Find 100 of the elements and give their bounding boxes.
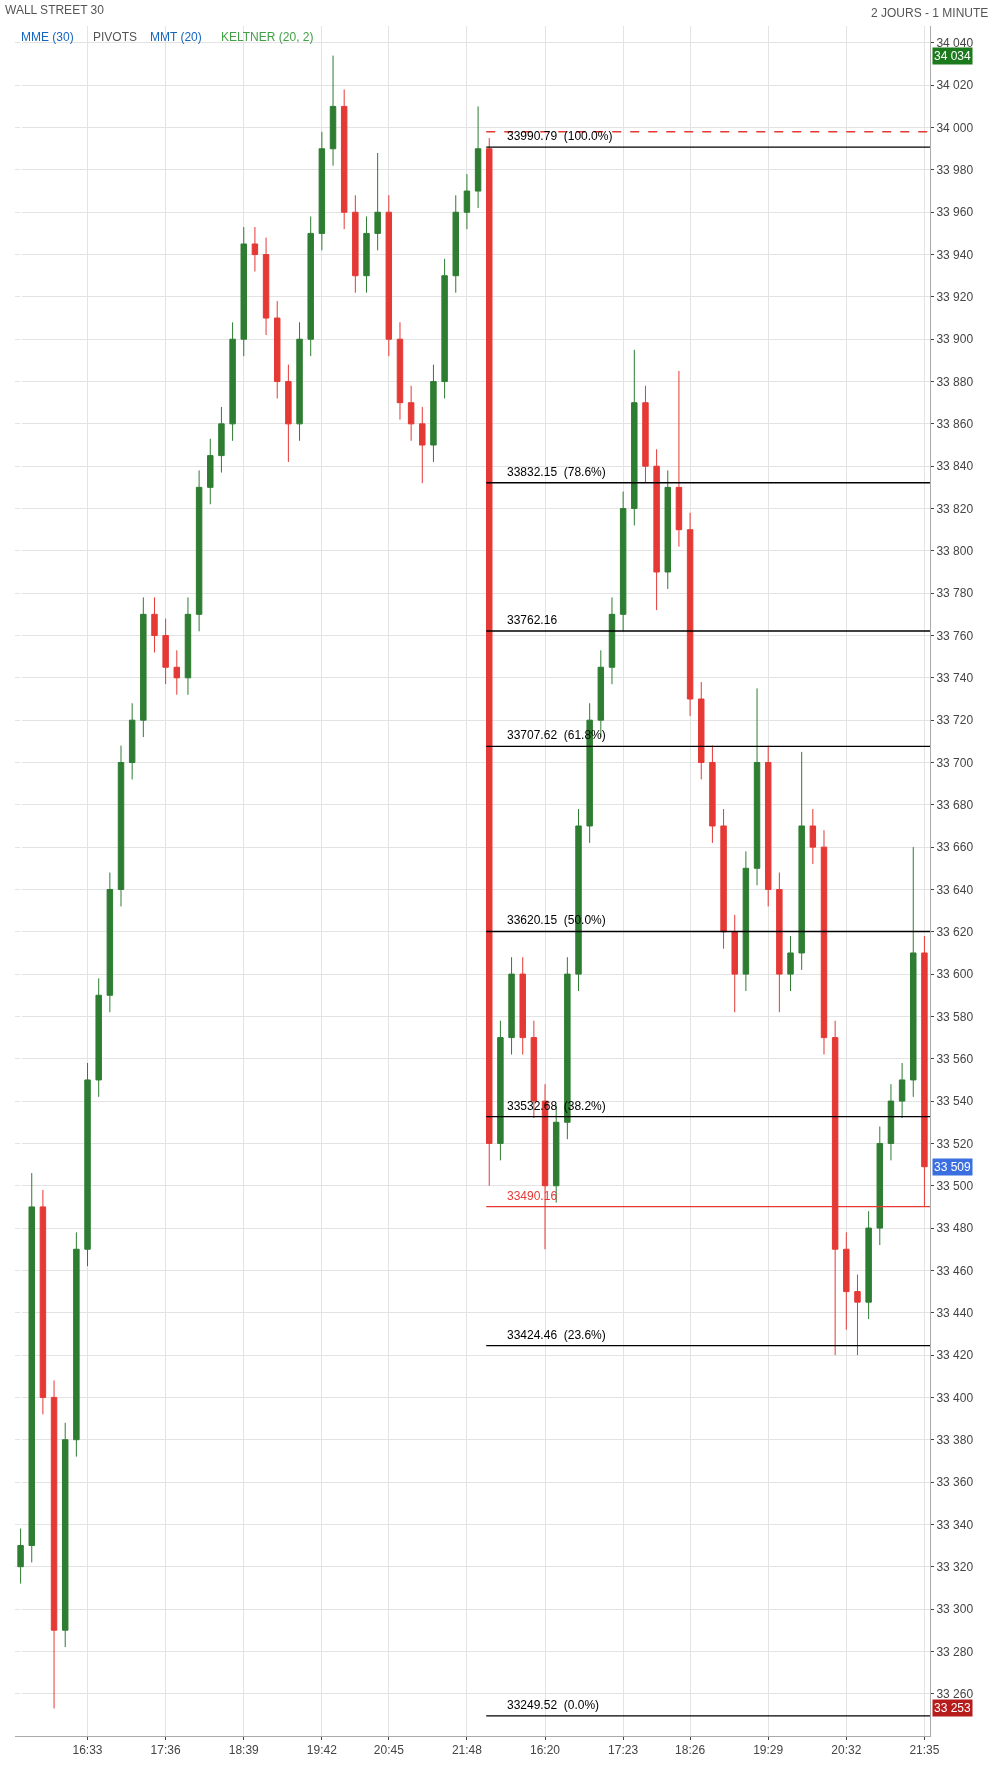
y-tick-label: 33 800 bbox=[936, 544, 974, 559]
candlestick bbox=[653, 448, 660, 611]
ref-line-label: 33990.79 (100.0%) bbox=[507, 129, 613, 143]
y-tick-label: 33 420 bbox=[936, 1348, 974, 1363]
candlestick bbox=[195, 469, 203, 632]
y-tick-label: 33 860 bbox=[936, 417, 974, 432]
candlestick bbox=[140, 596, 147, 738]
candlestick bbox=[28, 1172, 35, 1563]
candlestick bbox=[798, 751, 805, 971]
y-tick-label: 33 460 bbox=[936, 1263, 974, 1278]
y-tick-label: 33 520 bbox=[936, 1136, 974, 1151]
candlestick bbox=[128, 702, 136, 780]
candlestick bbox=[73, 1231, 80, 1458]
y-tick-label: 34 020 bbox=[936, 78, 974, 93]
candlestick bbox=[329, 55, 337, 167]
x-tick-label: 18:39 bbox=[228, 1743, 260, 1758]
candlestick bbox=[876, 1126, 884, 1246]
x-tick-label: 18:26 bbox=[675, 1743, 706, 1758]
candlestick bbox=[240, 226, 247, 357]
candlestick bbox=[441, 258, 448, 399]
candlestick bbox=[173, 649, 181, 696]
candlestick bbox=[820, 829, 828, 1056]
candlestick bbox=[17, 1528, 24, 1585]
candlestick bbox=[519, 956, 526, 1056]
candlestick bbox=[273, 300, 281, 399]
candlestick bbox=[753, 687, 761, 886]
candlestick bbox=[898, 1062, 906, 1119]
y-tick-label: 33 540 bbox=[936, 1094, 974, 1109]
y-tick-label: 33 380 bbox=[936, 1432, 974, 1447]
candlestick bbox=[117, 745, 125, 907]
y-tick-label: 33 580 bbox=[936, 1009, 974, 1024]
y-tick-label: 33 300 bbox=[936, 1602, 974, 1617]
y-tick-label: 33 660 bbox=[936, 840, 974, 855]
x-tick-label: 20:45 bbox=[373, 1743, 405, 1758]
candlestick bbox=[742, 850, 750, 992]
candlestick bbox=[106, 872, 114, 1013]
annotation: 33 253 bbox=[934, 1701, 972, 1715]
ref-line-label: 33249.52 (0.0%) bbox=[507, 1698, 600, 1712]
candlestick bbox=[151, 596, 158, 653]
y-tick-label: 33 740 bbox=[936, 671, 974, 686]
candlestick bbox=[642, 385, 649, 484]
candlestick bbox=[207, 438, 214, 505]
candlestick bbox=[430, 364, 437, 463]
y-tick-label: 34 040 bbox=[936, 36, 974, 51]
candlestick bbox=[686, 512, 694, 717]
candlestick bbox=[285, 364, 292, 463]
candlestick bbox=[385, 194, 393, 357]
candlestick bbox=[229, 321, 236, 442]
candlestick bbox=[619, 491, 627, 632]
candlestick bbox=[463, 173, 471, 230]
candlestick bbox=[486, 137, 493, 1187]
x-tick-label: 16:20 bbox=[530, 1743, 561, 1758]
candlestick bbox=[296, 321, 303, 442]
y-tick-label: 33 260 bbox=[936, 1686, 974, 1701]
y-tick-label: 33 700 bbox=[936, 755, 974, 770]
candlestick bbox=[698, 681, 705, 780]
candlestick bbox=[664, 469, 672, 590]
candlestick bbox=[497, 1020, 504, 1161]
candlestick bbox=[61, 1422, 69, 1648]
y-tick-label: 33 600 bbox=[936, 967, 974, 982]
y-tick-label: 33 780 bbox=[936, 586, 974, 601]
annotation: 34 034 bbox=[934, 49, 972, 63]
ref-line-label: 33762.16 bbox=[507, 613, 558, 627]
y-tick-label: 34 000 bbox=[936, 120, 974, 135]
x-tick-label: 19:29 bbox=[753, 1743, 784, 1758]
candlestick bbox=[508, 956, 515, 1056]
y-tick-label: 33 680 bbox=[936, 798, 974, 813]
candlestick bbox=[809, 808, 817, 865]
y-tick-label: 33 960 bbox=[936, 205, 974, 220]
candlestick bbox=[307, 215, 314, 357]
candlestick bbox=[631, 349, 638, 526]
candlestick bbox=[731, 914, 738, 1013]
y-tick-label: 33 360 bbox=[936, 1475, 974, 1490]
y-tick-label: 33 880 bbox=[936, 374, 974, 389]
y-tick-label: 33 340 bbox=[936, 1517, 974, 1532]
candlestick bbox=[843, 1231, 850, 1331]
candlestick bbox=[407, 385, 415, 442]
candlestick bbox=[854, 1274, 861, 1356]
candlestick bbox=[865, 1210, 872, 1320]
candlestick bbox=[39, 1189, 47, 1415]
candlestick bbox=[675, 370, 683, 548]
y-tick-label: 33 920 bbox=[936, 290, 974, 305]
x-tick-label: 16:33 bbox=[72, 1743, 103, 1758]
annotation: 33 509 bbox=[934, 1160, 972, 1174]
candlestick bbox=[608, 596, 616, 685]
candlestick bbox=[452, 194, 459, 294]
candlestick bbox=[162, 618, 169, 685]
candlestick bbox=[764, 745, 772, 907]
y-tick-label: 33 900 bbox=[936, 332, 974, 347]
candlestick bbox=[218, 406, 225, 474]
y-tick-label: 33 720 bbox=[936, 713, 974, 728]
candlestick bbox=[887, 1083, 895, 1161]
y-tick-label: 33 640 bbox=[936, 882, 974, 897]
x-tick-label: 17:36 bbox=[150, 1743, 181, 1758]
x-tick-label: 17:23 bbox=[608, 1743, 639, 1758]
x-tick-label: 19:42 bbox=[306, 1743, 338, 1758]
candlestick bbox=[50, 1379, 58, 1709]
y-tick-label: 33 980 bbox=[936, 163, 974, 178]
annotation: KELTNER (20, 2) bbox=[221, 30, 314, 44]
candlestick bbox=[363, 215, 370, 294]
